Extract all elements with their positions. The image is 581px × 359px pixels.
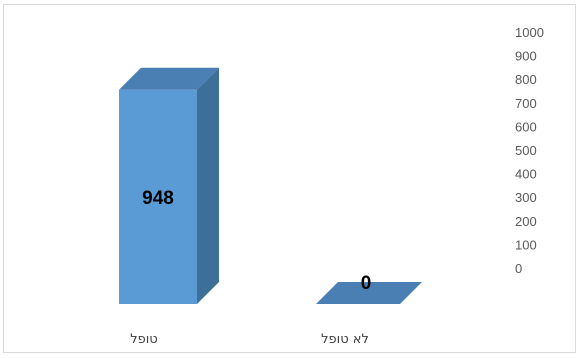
data-label: 0 <box>361 273 372 294</box>
bar-side <box>197 67 219 304</box>
y-tick-label: 400 <box>515 167 537 182</box>
x-tick-label: טופל <box>130 332 157 347</box>
y-tick-label: 900 <box>515 49 537 64</box>
y-tick-label: 600 <box>515 119 537 134</box>
y-tick-label: 1000 <box>515 25 544 40</box>
bar-top <box>119 67 219 90</box>
x-tick-label: לא טופל <box>321 332 369 347</box>
y-tick-label: 100 <box>515 237 537 252</box>
bar <box>316 282 422 304</box>
y-tick-label: 0 <box>515 261 522 276</box>
y-tick-label: 300 <box>515 190 537 205</box>
y-tick-label: 800 <box>515 72 537 87</box>
data-label: 948 <box>142 188 174 209</box>
chart-frame <box>3 4 576 353</box>
bar <box>119 89 197 304</box>
y-tick-label: 500 <box>515 143 537 158</box>
y-tick-label: 700 <box>515 96 537 111</box>
y-tick-label: 200 <box>515 214 537 229</box>
